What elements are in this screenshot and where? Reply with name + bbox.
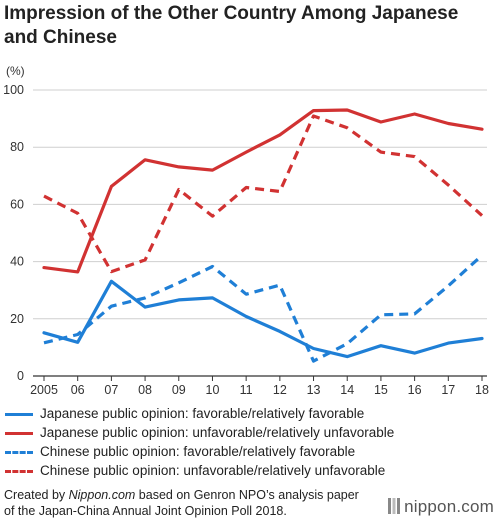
legend-swatch <box>5 451 33 454</box>
nippon-logo-icon <box>388 498 401 514</box>
chart-title: Impression of the Other Country Among Ja… <box>4 3 459 48</box>
x-tick-label: 16 <box>408 383 422 397</box>
y-tick-label: 20 <box>10 312 24 326</box>
x-tick-label: 13 <box>307 383 321 397</box>
brand: nippon.com <box>388 497 494 517</box>
x-tick-labels: 2005 06 07 08 09 10 11 12 13 14 15 16 17 18 <box>30 376 489 397</box>
series-lines <box>42 108 484 363</box>
legend-item-chinese-unfavorable: Chinese public opinion: unfavorable/rela… <box>0 462 500 480</box>
x-tick-label: 10 <box>206 383 220 397</box>
legend-swatch <box>5 470 33 473</box>
x-tick-label: 06 <box>71 383 85 397</box>
legend-swatch <box>5 432 33 435</box>
y-tick-label: 60 <box>10 197 24 211</box>
legend-item-japanese-favorable: Japanese public opinion: favorable/relat… <box>0 405 500 423</box>
legend-swatch <box>5 413 33 416</box>
legend-item-japanese-unfavorable: Japanese public opinion: unfavorable/rel… <box>0 424 500 442</box>
x-tick-label: 11 <box>240 383 253 397</box>
series-line-japanese-public-opinion-unfavorable-relatively-unfavorable <box>42 108 484 274</box>
y-tick-labels: 0 20 40 60 80 100 <box>3 83 24 383</box>
x-tick-label: 17 <box>441 383 455 397</box>
y-tick-label: 100 <box>3 83 24 97</box>
y-axis-unit-label: (%) <box>6 64 25 78</box>
brand-label: nippon.com <box>404 497 494 516</box>
legend-label: Japanese public opinion: favorable/relat… <box>40 406 365 421</box>
legend-label: Chinese public opinion: unfavorable/rela… <box>40 463 386 478</box>
source-site: Nippon.com <box>68 488 136 502</box>
x-tick-label: 15 <box>374 383 388 397</box>
y-tick-label: 80 <box>10 140 24 154</box>
legend-item-chinese-favorable: Chinese public opinion: favorable/relati… <box>0 443 500 461</box>
x-tick-label: 08 <box>138 383 152 397</box>
y-tick-label: 40 <box>10 255 24 269</box>
source-note: Created by Nippon.com based on Genron NP… <box>4 487 364 519</box>
gridlines <box>33 89 487 377</box>
source-suffix: based on Genron NPO’s analysis paper of … <box>4 488 359 518</box>
line-chart: (%) 0 20 40 60 80 100 2005 06 07 08 09 10 11 12 13 14 1… <box>3 64 489 397</box>
x-tick-label: 14 <box>340 383 354 397</box>
series-line-chinese-public-opinion-favorable-relatively-favorable <box>43 254 484 363</box>
series-line-chinese-public-opinion-unfavorable-relatively-unfavorable <box>43 114 484 274</box>
x-tick-label: 07 <box>104 383 118 397</box>
x-tick-label: 09 <box>172 383 186 397</box>
series-line-japanese-public-opinion-favorable-relatively-favorable <box>42 279 484 359</box>
x-tick-label: 18 <box>475 383 489 397</box>
legend-label: Japanese public opinion: unfavorable/rel… <box>40 425 395 440</box>
y-tick-label: 0 <box>17 369 24 383</box>
x-tick-label: 2005 <box>30 383 58 397</box>
legend-label: Chinese public opinion: favorable/relati… <box>40 444 356 459</box>
source-prefix: Created by <box>4 488 69 502</box>
x-tick-label: 12 <box>273 383 287 397</box>
